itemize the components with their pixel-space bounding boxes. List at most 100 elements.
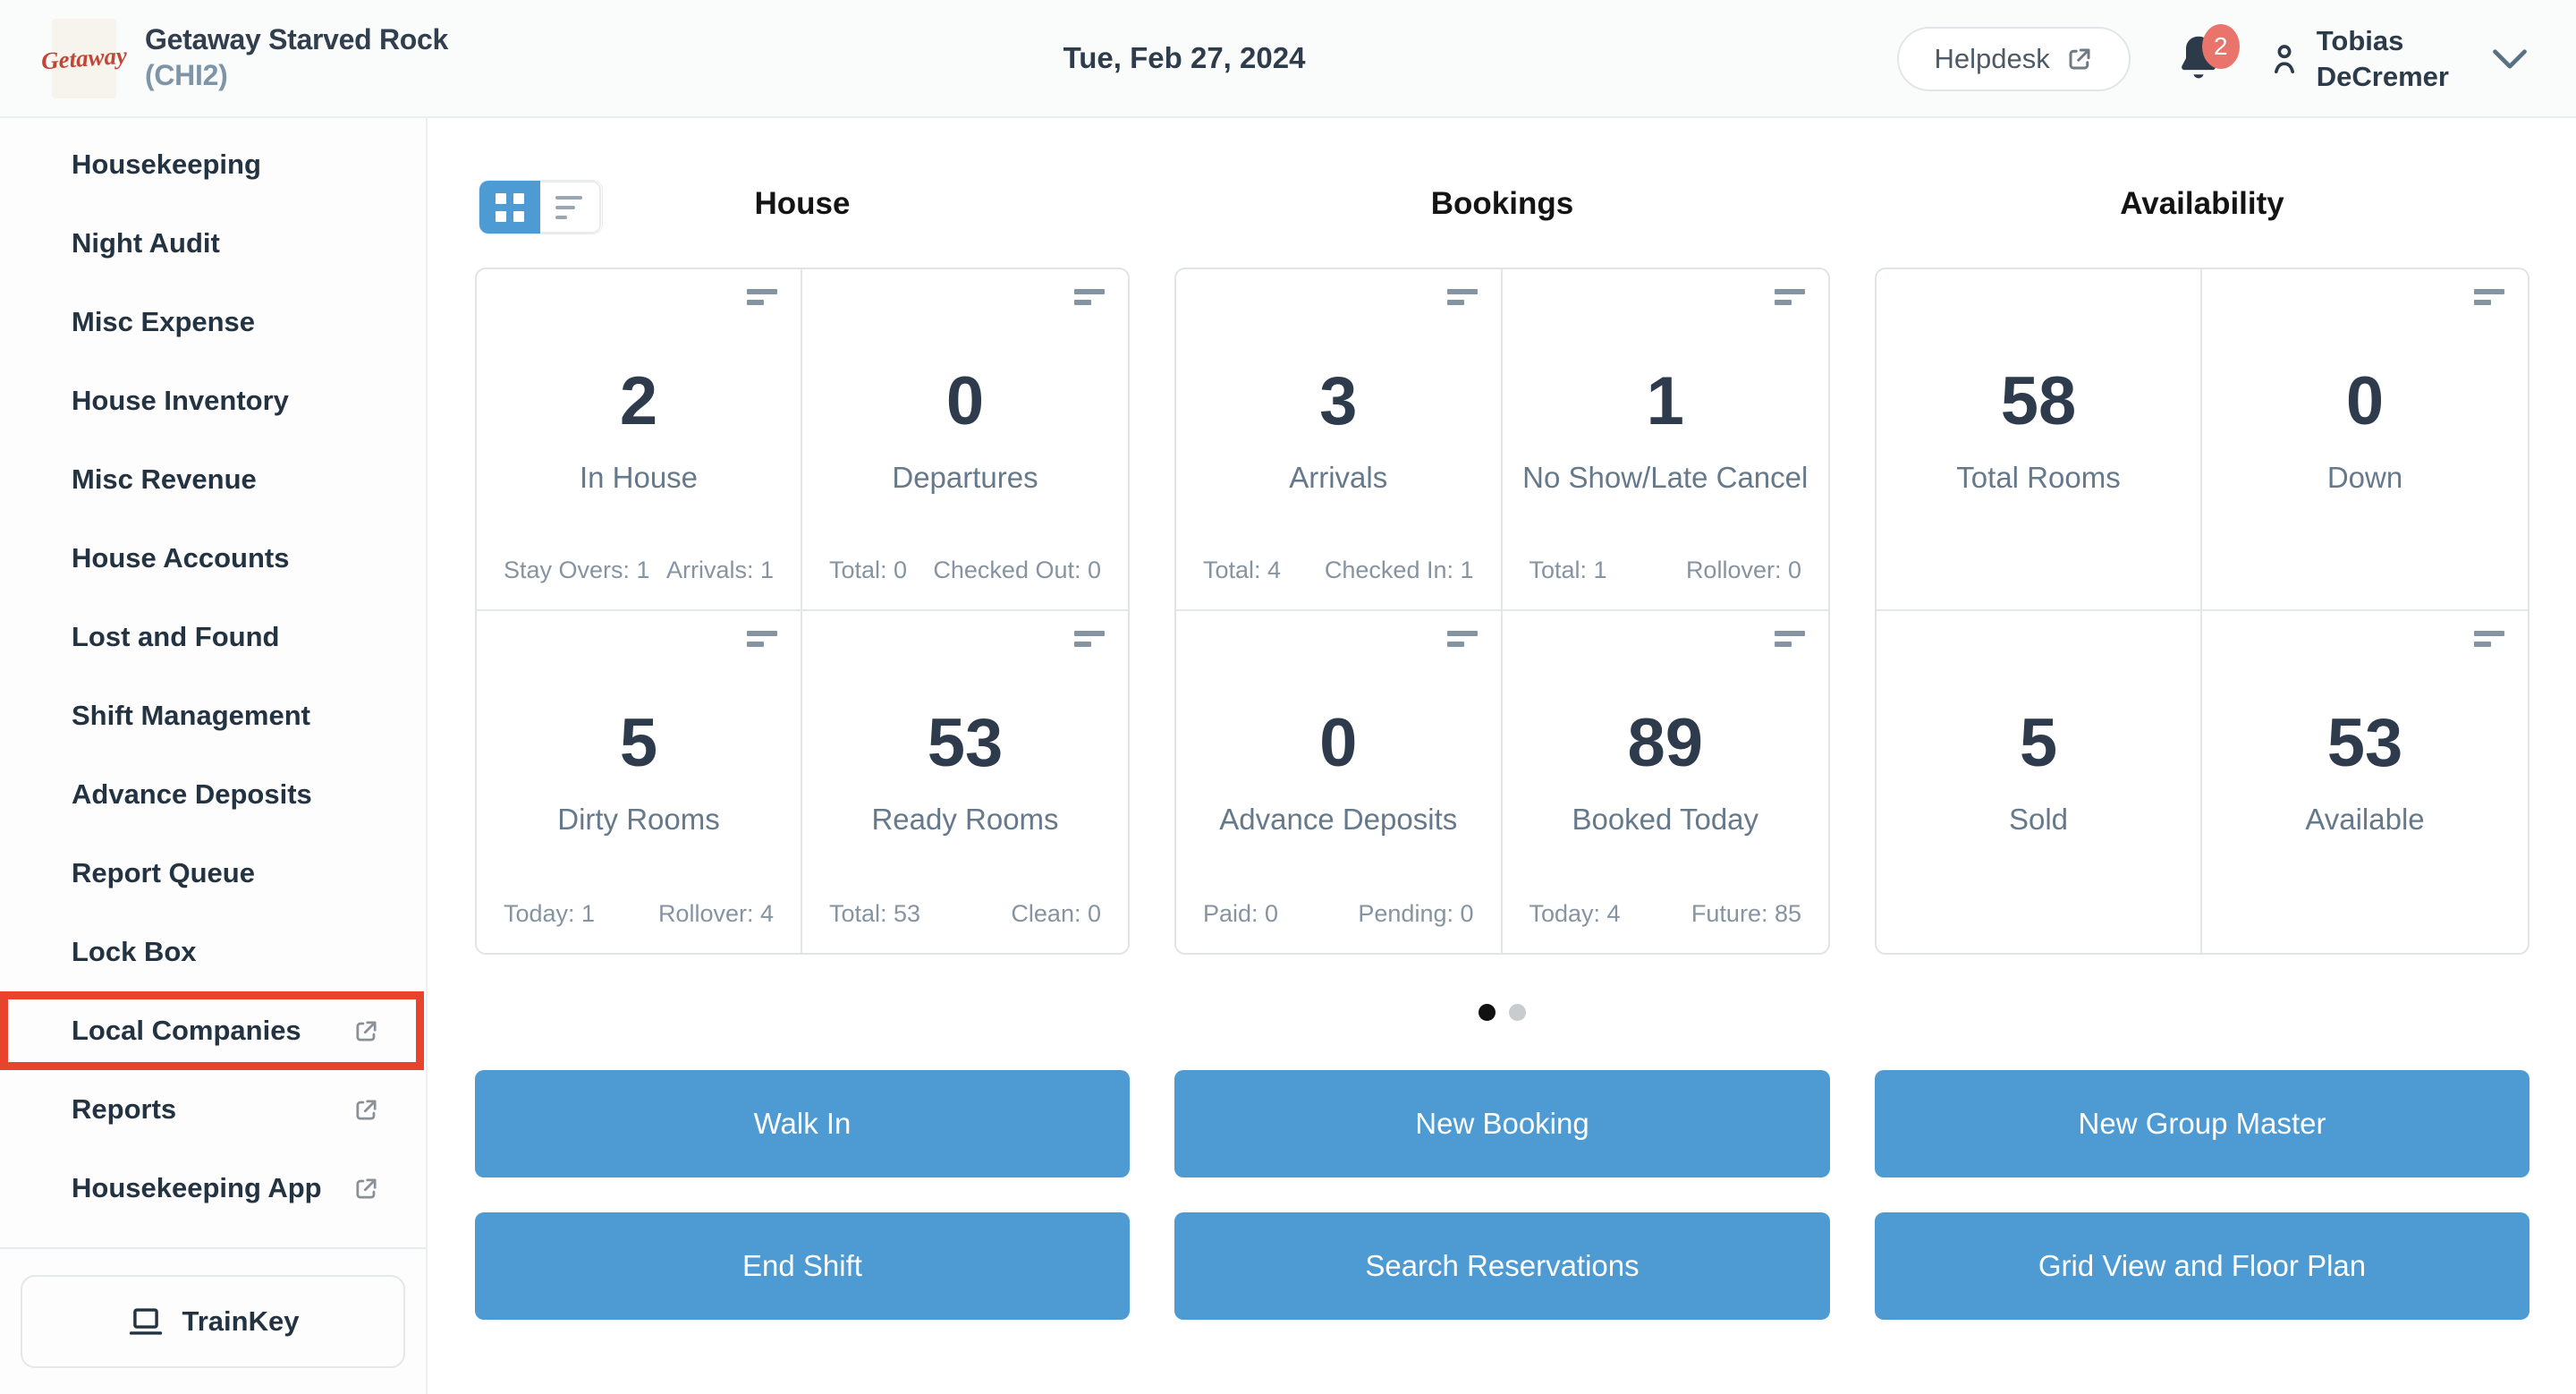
stat-sub-right: Checked In: 1 — [1324, 557, 1474, 583]
stat-value: 0 — [945, 363, 985, 439]
card-menu-icon[interactable] — [1446, 631, 1478, 647]
pagination-dot-1[interactable] — [1479, 1004, 1496, 1021]
grid-view-button[interactable] — [479, 181, 540, 234]
sidebar-item-misc-revenue[interactable]: Misc Revenue — [0, 440, 426, 519]
pagination-dot-2[interactable] — [1509, 1004, 1526, 1021]
sidebar-item-label: Local Companies — [72, 1015, 301, 1046]
stat-sub-left: Total: 0 — [829, 557, 908, 583]
sidebar-item-housekeeping[interactable]: Housekeeping — [0, 125, 426, 204]
sidebar-item-reports[interactable]: Reports — [0, 1070, 426, 1149]
stat-label: Down — [2326, 461, 2403, 494]
action-button-new-group-master[interactable]: New Group Master — [1875, 1070, 2529, 1177]
sidebar-item-label: Housekeeping — [72, 149, 261, 180]
card-menu-icon[interactable] — [1074, 289, 1105, 305]
stat-group-house: 2 In House Stay Overs: 1 Arrivals: 1 0 D… — [475, 268, 1130, 955]
external-link-icon — [353, 1018, 379, 1044]
action-button-walk-in[interactable]: Walk In — [475, 1070, 1130, 1177]
sidebar-item-house-accounts[interactable]: House Accounts — [0, 519, 426, 598]
sidebar-item-misc-expense[interactable]: Misc Expense — [0, 283, 426, 361]
sidebar-item-local-companies[interactable]: Local Companies — [0, 991, 426, 1070]
card-menu-icon[interactable] — [1446, 289, 1478, 305]
sidebar-item-report-queue[interactable]: Report Queue — [0, 834, 426, 913]
stat-footer: Total: 0 Checked Out: 0 — [829, 557, 1101, 584]
column-title-availability: Availability — [2120, 186, 2284, 221]
card-menu-icon[interactable] — [2474, 289, 2504, 305]
stat-card-down: 0 Down — [2202, 269, 2528, 611]
sidebar-item-label: Report Queue — [72, 857, 255, 888]
stat-sub-left: Total: 4 — [1203, 557, 1282, 583]
stat-footer: Total: 4 Checked In: 1 — [1203, 557, 1474, 584]
sidebar-item-label: Night Audit — [72, 227, 220, 259]
stat-label: Booked Today — [1572, 803, 1759, 836]
trainkey-button[interactable]: TrainKey — [21, 1275, 405, 1368]
sidebar-item-label: Shift Management — [72, 700, 310, 731]
stat-value: 0 — [1319, 705, 1358, 781]
stat-label: Arrivals — [1289, 461, 1388, 494]
stat-sub-left: Paid: 0 — [1203, 900, 1279, 927]
external-link-icon — [353, 1097, 379, 1123]
card-menu-icon[interactable] — [1775, 289, 1805, 305]
action-button-new-booking[interactable]: New Booking — [1174, 1070, 1830, 1177]
card-menu-icon[interactable] — [747, 289, 777, 305]
stat-card-arrivals: 3 Arrivals Total: 4 Checked In: 1 — [1176, 269, 1503, 611]
sidebar-item-label: Reports — [72, 1093, 177, 1125]
sidebar-item-label: Lost and Found — [72, 621, 280, 652]
stat-sub-right: Future: 85 — [1690, 900, 1801, 927]
user-first-name: Tobias — [2316, 25, 2404, 56]
notification-badge: 2 — [2201, 24, 2240, 69]
stat-value: 5 — [2019, 705, 2058, 781]
sidebar-item-lock-box[interactable]: Lock Box — [0, 913, 426, 991]
business-date: Tue, Feb 27, 2024 — [1063, 41, 1306, 74]
sidebar-item-shift-management[interactable]: Shift Management — [0, 676, 426, 755]
card-menu-icon[interactable] — [2474, 631, 2504, 647]
chevron-down-icon — [2490, 47, 2529, 71]
property-code: (CHI2) — [145, 59, 228, 91]
laptop-icon — [127, 1305, 165, 1339]
external-link-icon — [353, 1176, 379, 1202]
stat-value: 53 — [2326, 705, 2403, 781]
stat-card-departures: 0 Departures Total: 0 Checked Out: 0 — [802, 269, 1128, 611]
sidebar-item-housekeeping-app[interactable]: Housekeeping App — [0, 1149, 426, 1228]
stat-value: 53 — [927, 705, 1004, 781]
stat-footer: Paid: 0 Pending: 0 — [1203, 900, 1474, 928]
stat-value: 58 — [2000, 363, 2077, 439]
helpdesk-button[interactable]: Helpdesk — [1896, 27, 2131, 91]
stat-value: 5 — [619, 705, 658, 781]
notifications-button[interactable]: 2 — [2174, 24, 2240, 87]
stat-label: Dirty Rooms — [557, 803, 720, 836]
card-menu-icon[interactable] — [747, 631, 777, 647]
stat-value: 2 — [619, 363, 658, 439]
stat-value: 89 — [1627, 705, 1704, 781]
stat-label: Advance Deposits — [1219, 803, 1458, 836]
stat-card-available: 53 Available — [2202, 611, 2528, 953]
sidebar-item-night-audit[interactable]: Night Audit — [0, 204, 426, 283]
stat-value: 3 — [1319, 363, 1358, 439]
stat-sub-left: Total: 1 — [1529, 557, 1607, 583]
sidebar-item-advance-deposits[interactable]: Advance Deposits — [0, 755, 426, 834]
stat-card-in-house: 2 In House Stay Overs: 1 Arrivals: 1 — [477, 269, 802, 611]
stat-footer: Total: 1 Rollover: 0 — [1530, 557, 1802, 584]
property-title-block: Getaway Starved Rock (CHI2) — [145, 21, 448, 93]
stat-sub-right: Clean: 0 — [1011, 900, 1101, 927]
brand-logo-text: Getaway — [40, 41, 128, 75]
sidebar-item-label: Misc Revenue — [72, 463, 257, 495]
stat-footer: Today: 4 Future: 85 — [1530, 900, 1802, 928]
stat-sub-left: Total: 53 — [829, 900, 921, 927]
list-view-button[interactable] — [540, 181, 601, 234]
stat-label: Departures — [892, 461, 1038, 494]
stat-card-no-show-late-cancel: 1 No Show/Late Cancel Total: 1 Rollover:… — [1502, 269, 1828, 611]
list-view-icon — [555, 195, 584, 219]
action-button-end-shift[interactable]: End Shift — [475, 1212, 1130, 1320]
column-titles: House Bookings Availability — [429, 186, 2576, 231]
user-name: Tobias DeCremer — [2317, 23, 2449, 95]
stat-sub-left: Today: 4 — [1529, 900, 1621, 927]
user-menu[interactable]: Tobias DeCremer — [2267, 23, 2529, 95]
main-content: House Bookings Availability 2 In House Sta… — [429, 118, 2576, 1394]
stat-label: Sold — [2008, 803, 2069, 836]
sidebar-item-lost-and-found[interactable]: Lost and Found — [0, 598, 426, 676]
action-button-search-reservations[interactable]: Search Reservations — [1174, 1212, 1830, 1320]
sidebar-item-house-inventory[interactable]: House Inventory — [0, 361, 426, 440]
card-menu-icon[interactable] — [1775, 631, 1805, 647]
card-menu-icon[interactable] — [1074, 631, 1105, 647]
action-button-grid-view-and-floor-plan[interactable]: Grid View and Floor Plan — [1875, 1212, 2529, 1320]
